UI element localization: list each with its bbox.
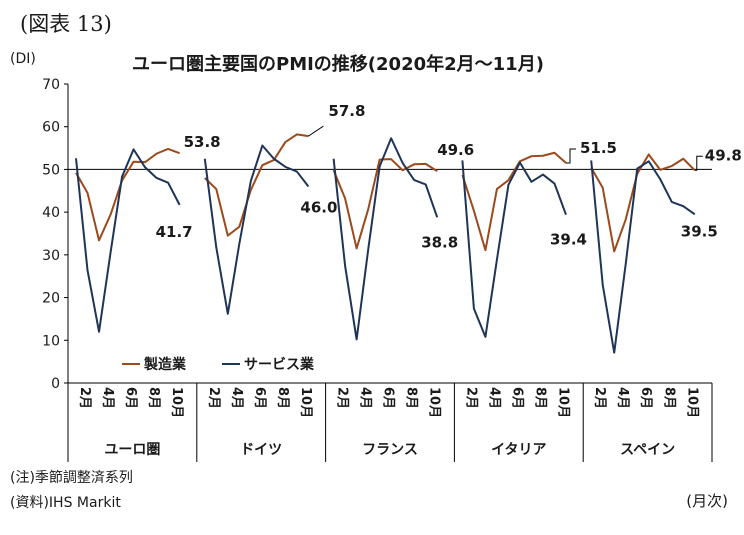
- leader-line-manufacturing-4: [694, 155, 703, 171]
- x-tick-label: 10月: [555, 387, 570, 418]
- services-line-0: [75, 148, 181, 333]
- x-tick-label: 10月: [427, 387, 442, 418]
- end-label-manufacturing-0: 53.8: [184, 133, 221, 151]
- x-tick-label: 10月: [684, 387, 699, 418]
- end-label-services-4: 39.5: [681, 222, 718, 240]
- manufacturing-line-1: [204, 133, 309, 237]
- figure-label: (図表 13): [20, 12, 112, 36]
- y-tick-label-20: 20: [42, 291, 60, 307]
- manufacturing-line-0: [75, 147, 180, 242]
- x-tick-label: 4月: [486, 387, 501, 409]
- group-label-1: ドイツ: [240, 442, 282, 458]
- leader-line-manufacturing-3: [565, 148, 576, 164]
- x-tick-label: 6月: [509, 387, 524, 409]
- group-label-2: フランス: [362, 442, 418, 458]
- x-tick-label: 2月: [592, 387, 607, 409]
- x-tick-label: 6月: [252, 387, 267, 409]
- services-line-3: [461, 160, 567, 338]
- y-tick-label-70: 70: [42, 77, 60, 93]
- services-line-4: [590, 160, 696, 354]
- x-tick-label: 8月: [404, 387, 419, 409]
- y-tick-label-40: 40: [42, 205, 60, 221]
- end-label-manufacturing-4: 49.8: [705, 146, 742, 164]
- x-tick-label: 4月: [358, 387, 373, 409]
- source-note: (資料)IHS Markit: [10, 495, 121, 511]
- x-tick-label: 8月: [661, 387, 676, 409]
- x-tick-label: 2月: [463, 387, 478, 409]
- end-label-manufacturing-3: 51.5: [580, 139, 617, 157]
- y-tick-label-0: 0: [51, 376, 60, 392]
- chart-title: ユーロ圏主要国のPMIの推移(2020年2月～11月): [132, 54, 544, 75]
- manufacturing-line-2: [332, 158, 438, 250]
- x-tick-label: 8月: [146, 387, 161, 409]
- end-label-services-3: 39.4: [550, 231, 587, 249]
- footnote-seasonal-adjustment: (注)季節調整済系列: [10, 470, 133, 486]
- x-tick-label: 10月: [298, 387, 313, 418]
- legend-label-services: サービス業: [244, 356, 315, 373]
- x-tick-label: 6月: [638, 387, 653, 409]
- x-tick-label: 8月: [532, 387, 547, 409]
- x-tick-label: 2月: [206, 387, 221, 409]
- services-line-1: [203, 144, 310, 315]
- y-tick-label-10: 10: [42, 333, 60, 349]
- legend-label-manufacturing: 製造業: [143, 356, 187, 373]
- manufacturing-line-3: [461, 151, 567, 252]
- leader-line-manufacturing-1: [308, 125, 324, 137]
- x-tick-label: 2月: [77, 387, 92, 409]
- end-label-manufacturing-2: 49.6: [437, 141, 474, 159]
- end-label-manufacturing-1: 57.8: [328, 102, 365, 120]
- services-line-2: [332, 137, 439, 341]
- x-tick-label: 8月: [275, 387, 290, 409]
- x-tick-label: 6月: [123, 387, 138, 409]
- y-tick-label-30: 30: [42, 248, 60, 264]
- x-tick-label: 10月: [169, 387, 184, 418]
- x-tick-label: 4月: [229, 387, 244, 409]
- y-axis-unit-label: (DI): [10, 51, 36, 67]
- x-tick-label: 2月: [335, 387, 350, 409]
- end-label-services-2: 38.8: [421, 233, 458, 251]
- end-label-services-0: 41.7: [156, 223, 193, 241]
- group-label-0: ユーロ圏: [104, 442, 160, 458]
- x-tick-label: 4月: [100, 387, 115, 409]
- y-tick-label-60: 60: [42, 120, 60, 136]
- period-unit-label: (月次): [686, 492, 728, 510]
- group-label-4: スペイン: [620, 442, 675, 458]
- x-tick-label: 6月: [381, 387, 396, 409]
- x-tick-label: 4月: [615, 387, 630, 409]
- group-label-3: イタリア: [491, 442, 546, 458]
- y-tick-label-50: 50: [42, 162, 60, 178]
- end-label-services-1: 46.0: [300, 199, 337, 217]
